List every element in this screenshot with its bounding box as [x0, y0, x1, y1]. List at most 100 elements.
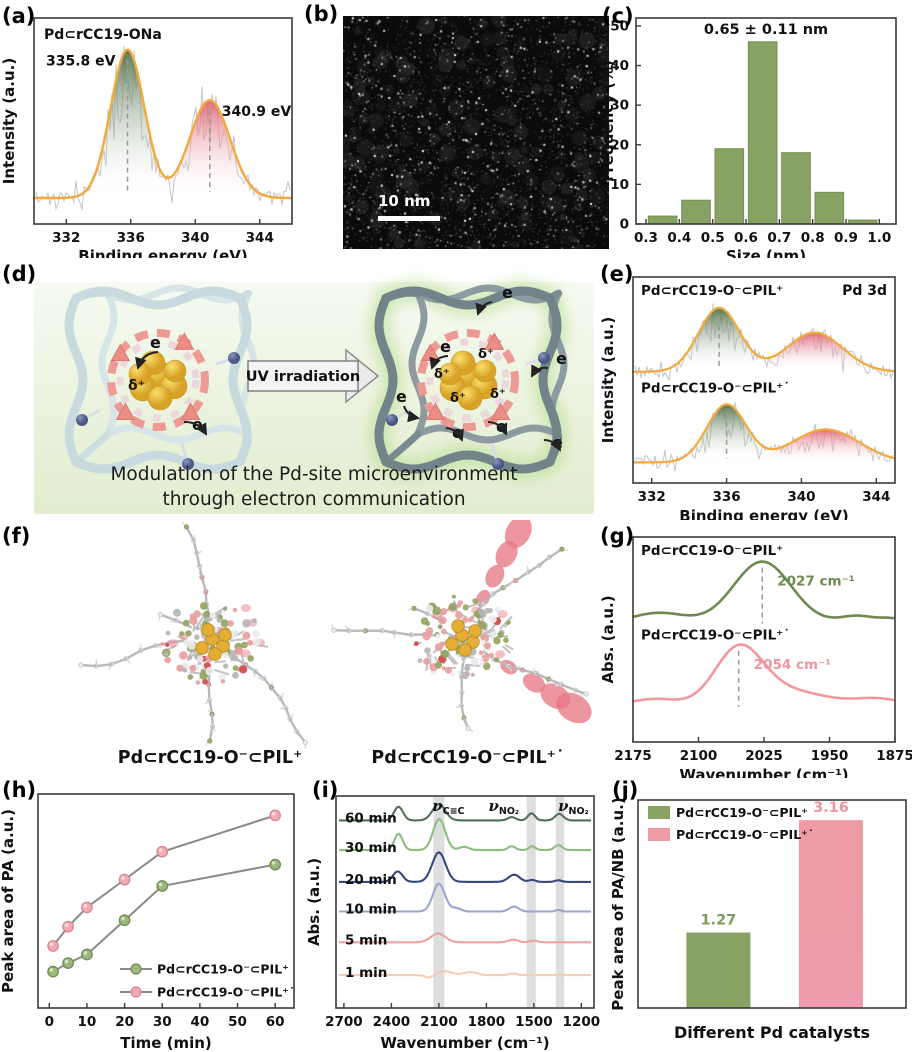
panel-d: (d) δ⁺ e e δ⁺ δ⁺ δ⁺ δ⁺ e e e e e e e UV irradiation Mo… [0, 258, 600, 520]
data-point-highlight [121, 876, 125, 880]
ir-curve [632, 643, 895, 703]
atom [438, 616, 447, 625]
atom [187, 655, 193, 661]
panel-f-structures [78, 515, 592, 749]
bond [185, 525, 195, 542]
atom [158, 612, 164, 618]
atom [182, 667, 187, 673]
peak-fill-pink [34, 100, 292, 198]
atom [223, 606, 227, 611]
atom [247, 655, 254, 662]
x-axis-label: Wavenumber (cm⁻¹) [380, 1034, 549, 1052]
y-axis-label: Intensity (a.u.) [600, 317, 617, 443]
atom [461, 617, 468, 624]
bond [467, 601, 481, 608]
atom [252, 630, 260, 638]
atom [455, 611, 463, 619]
data-point [269, 858, 282, 871]
small-density-blob [240, 604, 251, 612]
electron-label: e [502, 283, 513, 302]
atom [477, 620, 482, 625]
delta-plus-label: δ⁺ [450, 391, 466, 406]
pd-cluster-atom [473, 359, 497, 383]
bond [213, 668, 230, 676]
data-point [47, 940, 59, 952]
atom [193, 610, 201, 618]
small-density-blob [497, 610, 508, 619]
panel-a-tag: (a) [2, 4, 36, 28]
atom [440, 608, 448, 615]
cage-front [374, 286, 562, 474]
atom [503, 637, 509, 643]
legend-swatch [648, 806, 670, 819]
peak-wavenumber-label: 2054 cm⁻¹ [754, 657, 831, 673]
electron-arrow [487, 421, 508, 436]
atom [229, 629, 238, 639]
electron-arrow [543, 438, 561, 452]
x-tick-label: 332 [638, 489, 666, 505]
cage-linker [174, 332, 195, 350]
bar [798, 820, 863, 1008]
bond [109, 657, 128, 666]
bar-value-label: 3.16 [813, 800, 849, 816]
x-tick-label: 0.6 [734, 230, 758, 246]
pd-atom [468, 624, 482, 638]
data-point-highlight [158, 882, 163, 887]
panel-c: (c) 0.65 ± 0.11 nm 0.3 0.4 0.5 0.6 0.7 0.8 0.9 1… [599, 0, 912, 265]
scheme-caption-line1: Modulation of the Pd-site microenvironme… [110, 464, 518, 485]
x-tick-label: 1500 [515, 1014, 553, 1030]
spectrum-label: Pd⊂rCC19-O⁻⊂PIL⁺ [641, 283, 783, 299]
peak-fill-green [633, 404, 895, 463]
x-tick-label: 2100 [680, 748, 718, 764]
pd-atom [208, 647, 222, 661]
atom [209, 612, 216, 619]
x-tick-label: 10 [78, 1014, 97, 1030]
cage-linker [484, 332, 505, 350]
spin-density-lobe [522, 673, 546, 693]
atom [195, 626, 200, 631]
spin-density-lobe [504, 515, 532, 549]
delta-plus-label: δ⁺ [478, 347, 494, 362]
panel-h-tag: (h) [2, 778, 37, 802]
atom [232, 665, 239, 671]
x-tick-label: 344 [246, 230, 274, 246]
molecule [78, 521, 308, 749]
atom [302, 739, 308, 746]
legend-label: Pd⊂rCC19-O⁻⊂PIL⁺ [157, 962, 289, 977]
cage-linker [425, 402, 446, 421]
band-label: νC≡C [432, 797, 464, 817]
x-tick-label: 1.0 [867, 230, 891, 246]
electron-arrow [445, 427, 464, 442]
atom [242, 631, 251, 640]
x-tick-label: 336 [117, 230, 145, 246]
atom [457, 600, 463, 606]
peak-fill-pink [633, 332, 895, 372]
pd-atom [201, 623, 215, 637]
electron-arrow [135, 351, 159, 370]
y-tick-label: 40 [610, 58, 629, 74]
atom [470, 657, 479, 666]
delta-plus-label: δ⁺ [128, 378, 145, 394]
inner-cage-ring [107, 329, 209, 431]
x-tick-label: 332 [52, 230, 80, 246]
panel-b-tag: (b) [304, 2, 339, 26]
x-axis-label: Time (min) [120, 1034, 212, 1052]
band-label: νNO₂ [558, 797, 589, 817]
x-tick-label: 0.3 [634, 230, 658, 246]
cage-linker [490, 402, 511, 421]
inner-cage-ring2 [116, 338, 200, 422]
plot-frame [632, 276, 896, 484]
atom [183, 524, 190, 530]
highlight-band [555, 797, 565, 1007]
atom [218, 673, 227, 681]
fit-envelope [34, 48, 292, 200]
atom [479, 657, 484, 662]
bond [393, 631, 413, 637]
bond [229, 638, 242, 643]
atom [489, 631, 497, 638]
atom [414, 641, 419, 646]
data-point-highlight [64, 959, 69, 964]
atom [239, 665, 248, 674]
atom [493, 637, 501, 645]
